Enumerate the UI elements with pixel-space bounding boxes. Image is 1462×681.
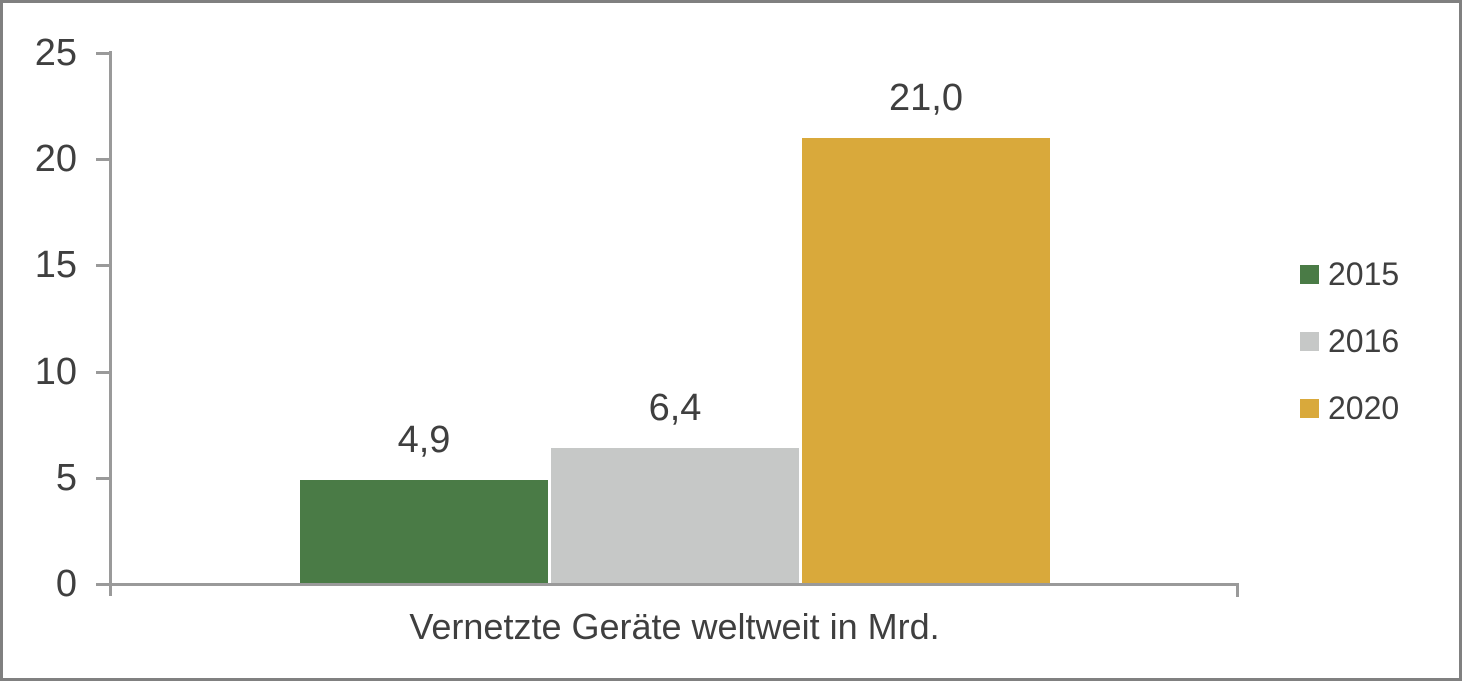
data-label-2020: 21,0 — [889, 77, 963, 119]
legend-swatch-2020 — [1300, 399, 1319, 418]
y-tick-mark — [96, 477, 109, 480]
x-axis-title: Vernetzte Geräte weltweit in Mrd. — [409, 606, 940, 647]
y-tick-label: 0 — [55, 563, 77, 605]
data-label-2015: 4,9 — [397, 419, 451, 461]
y-tick-label: 5 — [55, 457, 77, 499]
legend-item-2015: 2015 — [1300, 251, 1399, 298]
y-tick-label: 15 — [34, 244, 77, 286]
y-tick-mark — [96, 583, 109, 586]
y-tick-label: 25 — [34, 32, 77, 74]
y-tick-label: 10 — [34, 351, 77, 393]
y-tick-label: 20 — [34, 138, 77, 180]
x-axis-line — [109, 583, 1239, 586]
bar-2020 — [802, 138, 1050, 584]
legend-label-2016: 2016 — [1328, 323, 1400, 359]
y-tick-mark — [96, 264, 109, 267]
y-tick-mark — [96, 52, 109, 55]
data-label-2016: 6,4 — [648, 387, 702, 429]
legend-label-2015: 2015 — [1328, 256, 1400, 292]
bar-2015 — [300, 480, 548, 584]
legend-item-2016: 2016 — [1300, 318, 1399, 365]
legend-swatch-2015 — [1300, 265, 1319, 284]
legend-item-2020: 2020 — [1300, 385, 1399, 432]
y-axis-line — [109, 51, 112, 596]
legend-swatch-2016 — [1300, 332, 1319, 351]
bar-2016 — [551, 448, 799, 584]
y-tick-mark — [96, 371, 109, 374]
x-axis-end-tick — [1236, 583, 1239, 597]
legend-label-2020: 2020 — [1328, 390, 1400, 426]
y-tick-mark — [96, 158, 109, 161]
